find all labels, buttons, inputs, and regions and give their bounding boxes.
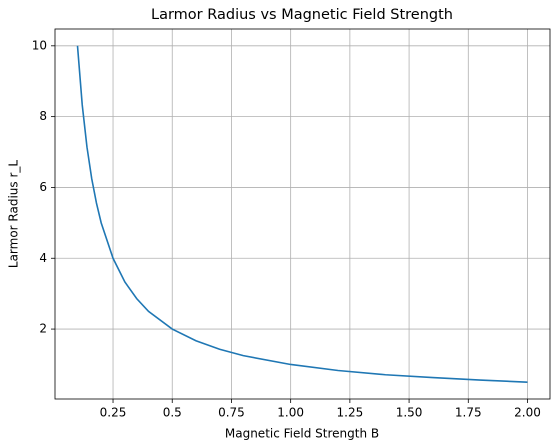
line-series [76,45,528,383]
plot-frame [54,28,551,400]
y-tick-label: 2 [39,322,47,336]
x-tick-label: 0.5 [163,406,182,420]
x-tick-label: 0.75 [218,406,245,420]
x-tick-label: 1.50 [396,406,423,420]
y-tick-label: 6 [39,180,47,194]
x-tick-label: 2.00 [514,406,541,420]
x-tick-label: 0.25 [100,406,127,420]
y-tick-label: 10 [32,38,47,52]
chart-title: Larmor Radius vs Magnetic Field Strength [151,7,453,23]
y-tick-label: 8 [39,109,47,123]
y-tick-label: 4 [39,251,47,265]
x-tick-label: 1.25 [337,406,364,420]
x-axis-label: Magnetic Field Strength B [225,427,379,441]
y-axis-label: Larmor Radius r_L [7,160,21,269]
x-tick-label: 1.75 [455,406,482,420]
x-tick-label: 1.00 [277,406,304,420]
